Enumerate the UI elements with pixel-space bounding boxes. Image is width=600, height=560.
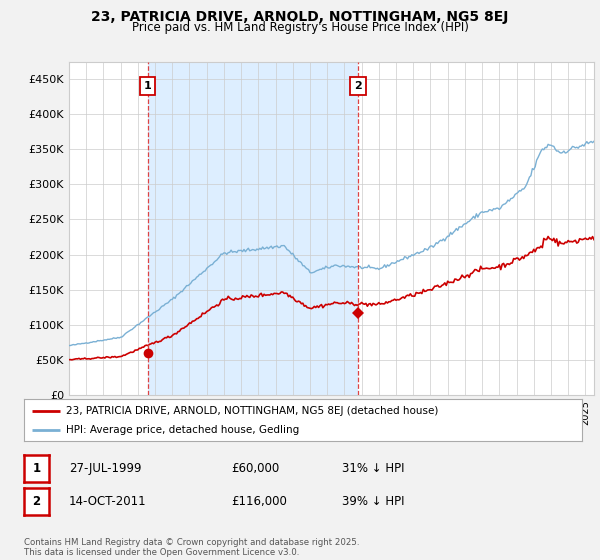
Text: Contains HM Land Registry data © Crown copyright and database right 2025.
This d: Contains HM Land Registry data © Crown c… xyxy=(24,538,359,557)
Text: £60,000: £60,000 xyxy=(231,462,279,475)
Text: 1: 1 xyxy=(32,462,41,475)
Text: 31% ↓ HPI: 31% ↓ HPI xyxy=(342,462,404,475)
Text: 2: 2 xyxy=(32,494,41,508)
Text: 27-JUL-1999: 27-JUL-1999 xyxy=(69,462,142,475)
Text: 39% ↓ HPI: 39% ↓ HPI xyxy=(342,494,404,508)
Text: 1: 1 xyxy=(144,81,152,91)
Text: 2: 2 xyxy=(354,81,362,91)
Text: 23, PATRICIA DRIVE, ARNOLD, NOTTINGHAM, NG5 8EJ: 23, PATRICIA DRIVE, ARNOLD, NOTTINGHAM, … xyxy=(91,10,509,24)
Text: Price paid vs. HM Land Registry's House Price Index (HPI): Price paid vs. HM Land Registry's House … xyxy=(131,21,469,34)
Text: 14-OCT-2011: 14-OCT-2011 xyxy=(69,494,146,508)
Text: 23, PATRICIA DRIVE, ARNOLD, NOTTINGHAM, NG5 8EJ (detached house): 23, PATRICIA DRIVE, ARNOLD, NOTTINGHAM, … xyxy=(66,405,438,416)
Text: HPI: Average price, detached house, Gedling: HPI: Average price, detached house, Gedl… xyxy=(66,425,299,435)
Bar xyxy=(148,62,358,395)
Text: £116,000: £116,000 xyxy=(231,494,287,508)
